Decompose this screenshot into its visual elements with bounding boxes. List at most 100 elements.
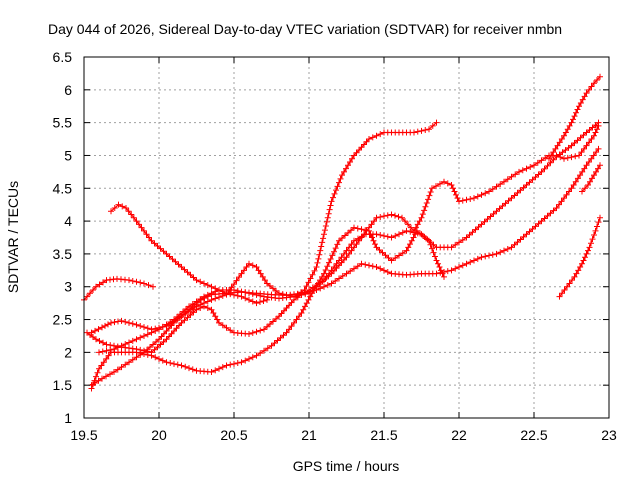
data-point [138, 224, 145, 231]
data-point [332, 245, 339, 252]
data-point [111, 369, 117, 376]
data-point [348, 247, 355, 254]
data-point [516, 168, 522, 175]
data-point [190, 274, 197, 281]
data-point [197, 278, 204, 285]
data-point [508, 173, 515, 180]
data-point [146, 234, 152, 241]
data-point [490, 210, 497, 217]
data-point [520, 184, 527, 191]
data-point [597, 162, 603, 169]
data-point [395, 213, 402, 220]
data-point [489, 186, 496, 193]
data-point [294, 291, 301, 298]
data-point [100, 339, 106, 346]
plot-frame [83, 56, 610, 419]
data-point [574, 106, 581, 113]
data-point [322, 275, 329, 282]
data-point [474, 193, 481, 200]
data-point [234, 287, 241, 294]
data-point [152, 328, 159, 335]
data-point [418, 127, 425, 134]
data-point [573, 109, 579, 116]
data-point [160, 338, 167, 345]
data-point [182, 363, 189, 370]
data-point [421, 207, 428, 214]
data-point [261, 347, 267, 354]
data-point [377, 232, 384, 239]
data-point [346, 250, 352, 257]
data-point [570, 116, 576, 123]
data-point [463, 234, 470, 241]
data-point [478, 221, 485, 228]
data-point [328, 198, 335, 205]
data-point [193, 306, 200, 313]
data-point [502, 200, 509, 207]
data-point [122, 341, 129, 348]
data-point [167, 319, 174, 326]
data-point [154, 243, 161, 250]
data-point [189, 300, 196, 307]
data-point [566, 188, 572, 195]
data-point [574, 175, 581, 182]
data-point [128, 211, 135, 218]
data-point [133, 336, 140, 343]
data-point [410, 234, 417, 241]
data-point [441, 178, 447, 185]
data-point [553, 204, 560, 211]
data-point [319, 278, 326, 285]
data-point [399, 214, 405, 221]
data-point [463, 196, 470, 203]
data-point [219, 322, 226, 329]
data-point [96, 337, 103, 344]
data-point [369, 134, 376, 141]
x-tick-label: 22 [451, 427, 467, 443]
data-point [594, 223, 600, 230]
data-point [439, 270, 446, 277]
data-point [575, 267, 582, 274]
data-point [373, 244, 380, 251]
data-point [382, 252, 389, 259]
data-point [552, 145, 559, 152]
data-point [403, 247, 410, 254]
data-point [392, 232, 399, 239]
data-point [329, 252, 336, 259]
data-point [291, 293, 297, 300]
series-s9 [546, 73, 603, 162]
data-point [208, 306, 215, 313]
data-point [452, 265, 459, 272]
data-point [582, 185, 588, 192]
data-point [514, 239, 521, 246]
data-point [577, 99, 584, 106]
data-point [568, 142, 575, 149]
data-point [93, 336, 99, 343]
data-point [523, 181, 530, 188]
data-point [586, 86, 592, 93]
data-point [264, 345, 271, 352]
data-point [286, 326, 292, 333]
data-point [376, 246, 383, 253]
data-point [437, 180, 443, 187]
data-point [593, 168, 599, 175]
data-point [107, 346, 114, 353]
data-point [493, 183, 500, 190]
data-point [163, 359, 170, 366]
data-point [105, 321, 111, 328]
data-point [238, 288, 245, 295]
data-point [298, 289, 304, 296]
data-point [201, 293, 207, 300]
data-point [514, 189, 521, 196]
data-point [96, 365, 102, 372]
data-point [160, 248, 167, 255]
data-point [291, 319, 297, 326]
data-point [309, 290, 315, 297]
data-point [450, 185, 456, 192]
data-point [273, 315, 279, 322]
data-point [373, 132, 380, 139]
data-point [148, 329, 155, 336]
data-point [303, 300, 310, 307]
data-point [482, 253, 489, 260]
data-point [405, 244, 412, 251]
data-point [130, 214, 137, 221]
data-point [373, 214, 380, 221]
